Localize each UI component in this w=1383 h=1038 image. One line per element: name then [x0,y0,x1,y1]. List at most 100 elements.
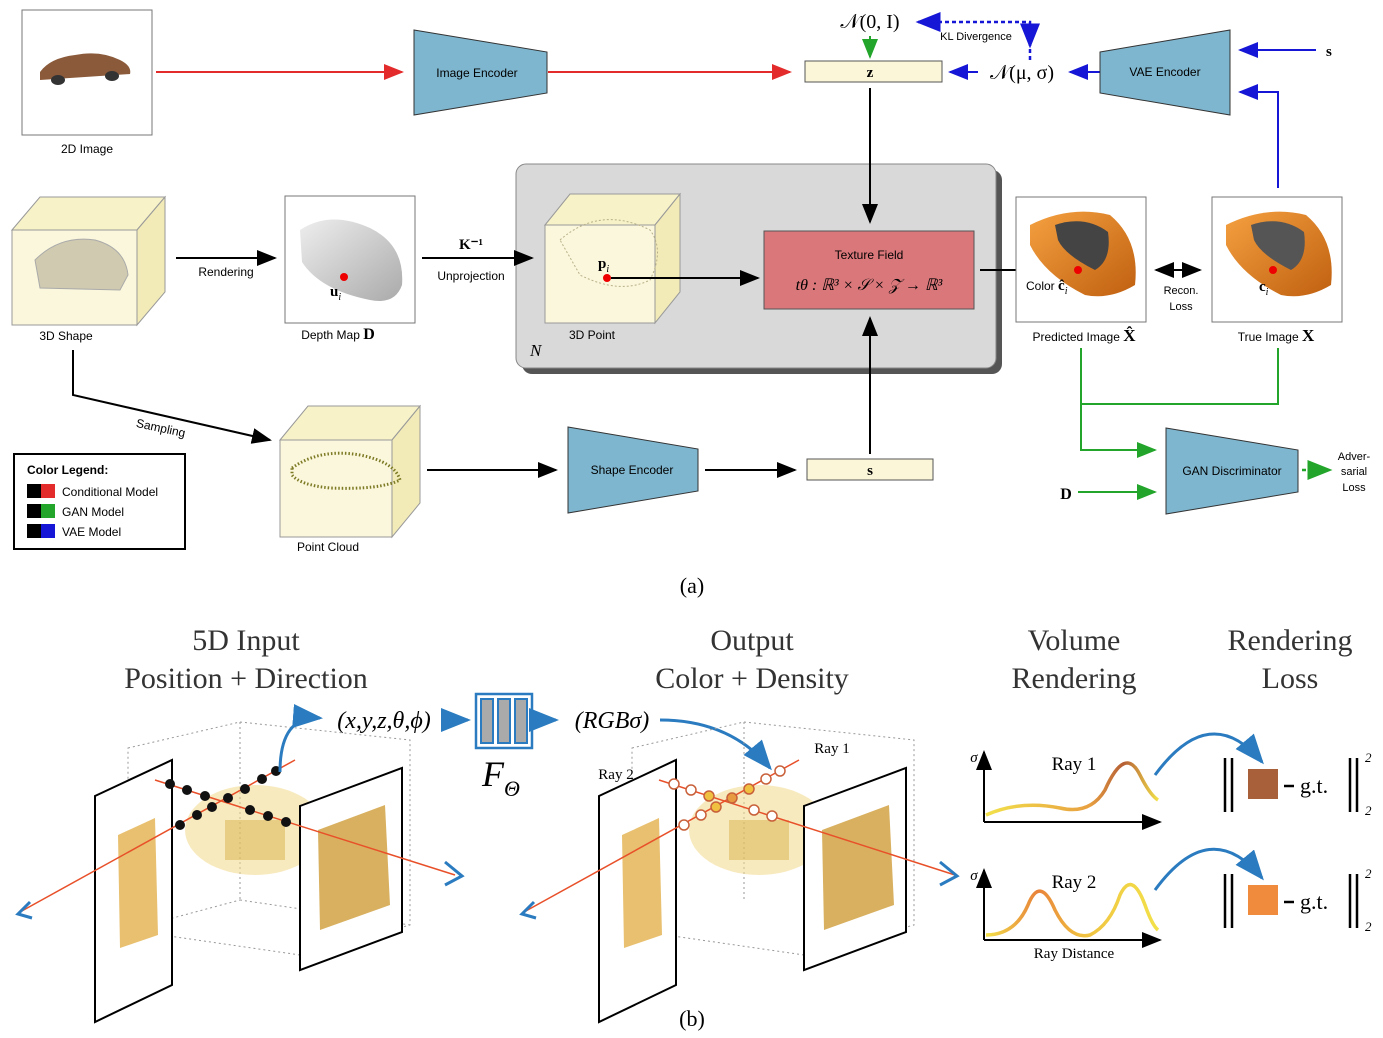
gan-discriminator [1165,427,1299,515]
shape-3d-label: 3D Shape [39,329,93,343]
loss2-expression [1223,874,1359,928]
scene-ray1-label: Ray 1 [814,741,849,757]
legend-swatch-gan [41,504,55,518]
loss2-swatch [1248,885,1278,915]
legend-swatch-conditional [41,484,55,498]
arrow-true-to-vae [1238,84,1279,188]
loss1-swatch [1248,769,1278,799]
color-label: Color ĉi [1026,278,1068,297]
point-3d-cube [543,192,682,325]
heading-loss-line1: Rendering [1228,624,1353,657]
heading-volume-line1: Volume [1028,624,1121,657]
shape-3d-cube [10,195,167,327]
legend-label-gan: GAN Model [62,505,124,519]
p-symbol: pi [598,256,609,275]
texture-field-box [763,230,975,310]
texture-field-title: Texture Field [835,248,904,262]
input-ray-1 [19,759,296,913]
adv-line2: sarial [1341,466,1367,478]
caption-b: (b) [679,1006,705,1031]
output-ray-end-left [519,900,537,920]
ray2-plot-label: Ray 2 [1052,872,1097,893]
ray1-plot-label: Ray 1 [1052,754,1097,775]
ray2-sigma: σ [970,868,978,884]
u-symbol: ui [330,284,341,303]
posterior-label: 𝒩(μ, σ) [990,62,1054,84]
image-2d-label: 2D Image [61,142,113,156]
loss2-sub: 2 [1365,919,1372,934]
point-3d-label: 3D Point [569,328,616,342]
predicted-car [1030,211,1136,297]
recon-line2: Loss [1169,301,1193,313]
gan-label: GAN Discriminator [1182,464,1281,478]
z-label: z [867,65,874,81]
legend-item-gan: GAN Model [27,504,124,519]
shape-encoder [567,426,699,514]
prior-label: 𝒩(0, I) [840,11,899,33]
kl-label: KL Divergence [940,31,1012,43]
true-label: True Image X [1238,326,1315,345]
adv-line1: Adver- [1338,451,1371,463]
loss2-sup: 2 [1365,866,1372,881]
heading-input-line1: 5D Input [192,624,300,657]
true-point [1269,266,1277,274]
z-box [804,60,943,83]
legend-item-vae: VAE Model [27,524,121,539]
kl-arrow [915,11,1032,60]
loss1-sup: 2 [1365,750,1372,765]
scene-ray2-label: Ray 2 [598,767,633,783]
image-encoder-label: Image Encoder [436,66,517,80]
depth-point [340,273,348,281]
c-symbol: ci [1259,279,1269,298]
car-thumbnail-2d [40,53,131,85]
vae-encoder-label: VAE Encoder [1129,65,1200,79]
true-car [1226,211,1332,297]
legend-swatch-vae [41,524,55,538]
output-curved-arrow [659,718,772,771]
loss1-curved-arrow [1153,732,1264,776]
s-input-label: s [1326,44,1332,60]
output-ray-end-right [939,860,960,887]
legend-label-vae: VAE Model [62,525,121,539]
vae-encoder [1099,29,1231,116]
output-scene [598,721,915,1024]
arrow-pred-to-gan [1080,348,1157,458]
heading-output-line1: Output [710,624,794,657]
point-cloud-label: Point Cloud [297,540,359,554]
adv-line3: Loss [1342,482,1366,494]
output-sample-points [668,765,786,831]
ray-distance-label: Ray Distance [1034,946,1115,962]
loss2-curved-arrow [1153,847,1264,891]
n-label: N [529,341,543,360]
recon-line1: Recon. [1164,285,1199,297]
depth-map-car [300,219,403,301]
pred-point [1074,266,1082,274]
legend-item-conditional: Conditional Model [27,484,158,499]
ray2-plot [976,868,1162,948]
heading-loss-line2: Loss [1262,662,1319,695]
input-tuple: (x,y,z,θ,ϕ) [337,708,431,734]
s-box [806,458,934,481]
input-ray-end-left [15,900,33,920]
heading-volume-line2: Rendering [1012,662,1137,695]
image-encoder [413,29,548,116]
loss1-expression [1223,758,1359,812]
texture-field-formula: tθ : ℝ³ × 𝒮 × 𝒵 → ℝ³ [796,277,943,294]
heading-input-line2: Position + Direction [124,662,368,695]
arrow-shape-to-cloud [72,350,272,444]
k-inv-label: K⁻¹ [459,237,483,253]
d-input-label: D [1060,486,1072,503]
rendering-label: Rendering [198,265,253,279]
loss1-gt: g.t. [1300,773,1328,798]
line-true-to-gan [1081,348,1279,405]
s-label: s [867,463,873,479]
legend-title: Color Legend: [27,463,108,477]
point-cloud-cube [278,404,422,539]
input-ray-end-right [444,860,465,887]
loss2-gt: g.t. [1300,889,1328,914]
shape-encoder-label: Shape Encoder [591,463,674,477]
output-tuple: (RGBσ) [575,708,649,734]
caption-a: (a) [680,573,704,598]
network-f-block [474,692,534,750]
point-3d-marker [603,274,611,282]
